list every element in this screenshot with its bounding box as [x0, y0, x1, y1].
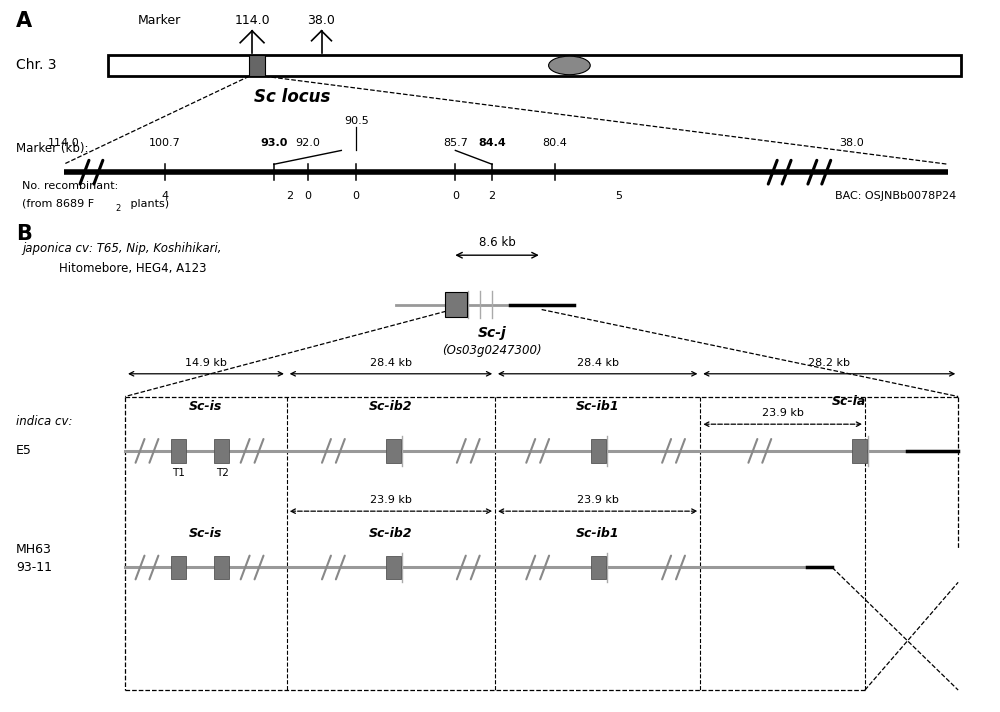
- Text: T2: T2: [216, 468, 229, 478]
- Text: 80.4: 80.4: [542, 138, 567, 149]
- Text: 92.0: 92.0: [295, 138, 320, 149]
- Text: B: B: [16, 224, 32, 244]
- Bar: [852, 439, 867, 463]
- Text: Sc-ia: Sc-ia: [832, 395, 866, 408]
- Text: japonica cv: T65, Nip, Koshihikari,: japonica cv: T65, Nip, Koshihikari,: [22, 242, 222, 255]
- Text: 0: 0: [452, 191, 459, 201]
- Text: Sc-ib2: Sc-ib2: [369, 528, 413, 540]
- Text: 2: 2: [489, 191, 496, 201]
- Bar: [108, 55, 961, 76]
- Text: Sc locus: Sc locus: [254, 88, 330, 106]
- Text: 23.9 kb: 23.9 kb: [370, 496, 412, 506]
- Text: 85.7: 85.7: [443, 138, 468, 149]
- Text: A: A: [16, 11, 32, 31]
- Bar: [386, 439, 401, 463]
- Text: Sc-ib1: Sc-ib1: [576, 400, 619, 413]
- Bar: [214, 439, 229, 463]
- Text: 23.9 kb: 23.9 kb: [577, 496, 619, 506]
- Text: (from 8689 F: (from 8689 F: [22, 199, 94, 209]
- Text: 114.0: 114.0: [48, 138, 80, 149]
- Text: plants): plants): [127, 199, 169, 209]
- Text: 23.9 kb: 23.9 kb: [762, 408, 804, 418]
- Text: MH63: MH63: [16, 543, 52, 556]
- Bar: [591, 439, 606, 463]
- Text: 100.7: 100.7: [149, 138, 181, 149]
- Text: 84.4: 84.4: [478, 138, 506, 149]
- Text: 4: 4: [161, 191, 168, 201]
- Text: 2: 2: [115, 204, 120, 213]
- Text: Chr. 3: Chr. 3: [16, 58, 57, 73]
- Text: No. recombinant:: No. recombinant:: [22, 181, 118, 191]
- Text: Marker (kb):: Marker (kb):: [16, 142, 89, 155]
- Text: 8.6 kb: 8.6 kb: [479, 236, 515, 249]
- Text: 38.0: 38.0: [840, 138, 864, 149]
- Text: 114.0: 114.0: [234, 14, 270, 28]
- Text: 93-11: 93-11: [16, 561, 52, 574]
- Text: 90.5: 90.5: [344, 116, 369, 126]
- Bar: [214, 555, 229, 580]
- Text: 28.4 kb: 28.4 kb: [577, 358, 619, 368]
- Text: indica cv:: indica cv:: [16, 414, 73, 428]
- Text: (Os03g0247300): (Os03g0247300): [442, 344, 542, 357]
- Text: 93.0: 93.0: [260, 138, 288, 149]
- Text: 28.2 kb: 28.2 kb: [808, 358, 850, 368]
- Text: 2: 2: [286, 191, 293, 201]
- Text: 14.9 kb: 14.9 kb: [185, 358, 227, 368]
- Text: E5: E5: [16, 444, 32, 457]
- Bar: [249, 55, 265, 76]
- Text: Marker: Marker: [138, 14, 181, 28]
- Text: Hitomebore, HEG4, A123: Hitomebore, HEG4, A123: [59, 261, 206, 275]
- Ellipse shape: [549, 56, 590, 75]
- Bar: [445, 292, 467, 318]
- Text: Sc-is: Sc-is: [189, 528, 223, 540]
- Bar: [171, 439, 186, 463]
- Text: 5: 5: [616, 191, 623, 201]
- Bar: [171, 555, 186, 580]
- Text: Sc-ib2: Sc-ib2: [369, 400, 413, 413]
- Bar: [591, 555, 606, 580]
- Bar: [386, 555, 401, 580]
- Text: T1: T1: [172, 468, 185, 478]
- Text: BAC: OSJNBb0078P24: BAC: OSJNBb0078P24: [835, 191, 956, 201]
- Text: Sc-is: Sc-is: [189, 400, 223, 413]
- Text: 28.4 kb: 28.4 kb: [370, 358, 412, 368]
- Text: 0: 0: [353, 191, 360, 201]
- Text: Sc-ib1: Sc-ib1: [576, 528, 619, 540]
- Text: 38.0: 38.0: [308, 14, 335, 28]
- Text: Sc-j: Sc-j: [478, 326, 506, 340]
- Text: 0: 0: [304, 191, 311, 201]
